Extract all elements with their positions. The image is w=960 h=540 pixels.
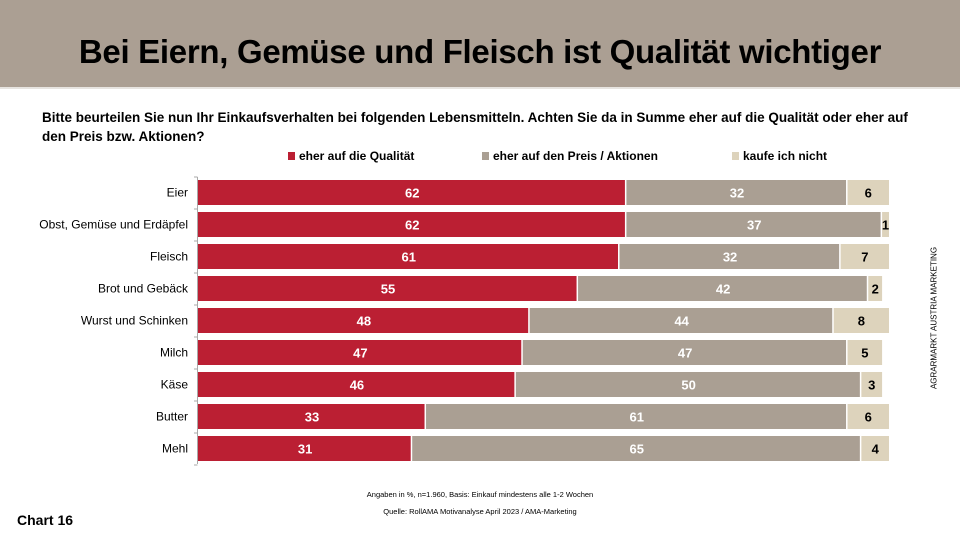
bar-segment: [840, 244, 889, 269]
data-label: 42: [716, 282, 730, 297]
bar-segment: [861, 372, 883, 397]
legend-label-not-buy: kaufe ich nicht: [743, 149, 828, 163]
data-label: 47: [678, 346, 692, 361]
data-label: 55: [381, 282, 395, 297]
category-label: Obst, Gemüse und Erdäpfel: [39, 218, 188, 232]
bar-segment: [426, 404, 847, 429]
category-label: Käse: [161, 378, 189, 392]
bar-segment: [198, 372, 515, 397]
data-label: 46: [350, 378, 364, 393]
data-label: 32: [730, 186, 744, 201]
category-label: Eier: [167, 186, 188, 200]
side-label: AGRARMARKT AUSTRIA MARKETING: [929, 246, 939, 390]
bar-segment: [198, 276, 577, 301]
bar-segment: [515, 372, 860, 397]
header-divider: [0, 87, 960, 89]
data-label: 3: [868, 378, 875, 393]
category-label: Butter: [156, 410, 188, 424]
bar-segment: [198, 340, 522, 365]
data-label: 2: [872, 282, 879, 297]
bar-segment: [522, 340, 847, 365]
bar-segment: [198, 436, 411, 461]
header-bar: Bei Eiern, Gemüse und Fleisch ist Qualit…: [0, 0, 960, 87]
category-label: Mehl: [162, 442, 188, 456]
legend-swatch-not-buy: [732, 152, 739, 160]
data-label: 62: [405, 186, 419, 201]
legend-item-quality: eher auf die Qualität: [288, 149, 414, 163]
bar-segment: [833, 308, 889, 333]
category-label: Fleisch: [150, 250, 188, 264]
legend-item-not-buy: kaufe ich nicht: [732, 149, 827, 163]
survey-question: Bitte beurteilen Sie nun Ihr Einkaufsver…: [42, 110, 908, 144]
bar-segment: [198, 180, 625, 205]
bar-segment: [847, 404, 889, 429]
data-label: 33: [305, 410, 319, 425]
data-label: 62: [405, 218, 419, 233]
bar-segment: [412, 436, 860, 461]
bar-segment: [198, 308, 529, 333]
data-label: 50: [681, 378, 695, 393]
data-label: 7: [861, 250, 868, 265]
bar-segment: [868, 276, 883, 301]
data-label: 8: [858, 314, 865, 329]
legend-label-quality: eher auf die Qualität: [299, 149, 415, 163]
bar-segment: [847, 340, 883, 365]
bar-segment: [626, 212, 881, 237]
data-label: 37: [747, 218, 761, 233]
bar-segment: [861, 436, 889, 461]
data-label: 4: [872, 442, 880, 457]
data-label: 61: [402, 250, 416, 265]
data-label: 65: [630, 442, 644, 457]
chart-number: Chart 16: [17, 512, 74, 528]
data-label: 47: [353, 346, 367, 361]
category-label: Wurst und Schinken: [81, 314, 188, 328]
chart-legend: eher auf die Qualität eher auf den Preis…: [0, 149, 960, 165]
data-label: 1: [882, 218, 889, 233]
data-label: 6: [865, 186, 872, 201]
side-label-wrap: AGRARMARKT AUSTRIA MARKETING: [928, 243, 940, 393]
bar-segment: [198, 244, 619, 269]
data-label: 44: [674, 314, 689, 329]
bar-segment: [578, 276, 867, 301]
legend-swatch-quality: [288, 152, 295, 160]
data-label: 5: [861, 346, 868, 361]
legend-swatch-price: [482, 152, 489, 160]
bar-segment: [198, 404, 425, 429]
bar-segment: [529, 308, 833, 333]
page-title: Bei Eiern, Gemüse und Fleisch ist Qualit…: [78, 33, 882, 70]
data-label: 6: [865, 410, 872, 425]
data-label: 61: [630, 410, 644, 425]
bar-segment: [198, 212, 625, 237]
legend-label-price: eher auf den Preis / Aktionen: [493, 149, 658, 163]
data-label: 32: [723, 250, 737, 265]
category-label: Brot und Gebäck: [98, 282, 189, 296]
bar-segment: [882, 212, 889, 237]
category-label: Milch: [160, 346, 188, 360]
data-label: 31: [298, 442, 312, 457]
footnote-source: Quelle: RollAMA Motivanalyse April 2023 …: [383, 507, 577, 516]
footnote-basis: Angaben in %, n=1.960, Basis: Einkauf mi…: [366, 490, 594, 499]
bar-segment: [619, 244, 840, 269]
data-label: 48: [357, 314, 371, 329]
bar-segment: [847, 180, 889, 205]
legend-item-price: eher auf den Preis / Aktionen: [482, 149, 658, 163]
bar-segment: [626, 180, 847, 205]
